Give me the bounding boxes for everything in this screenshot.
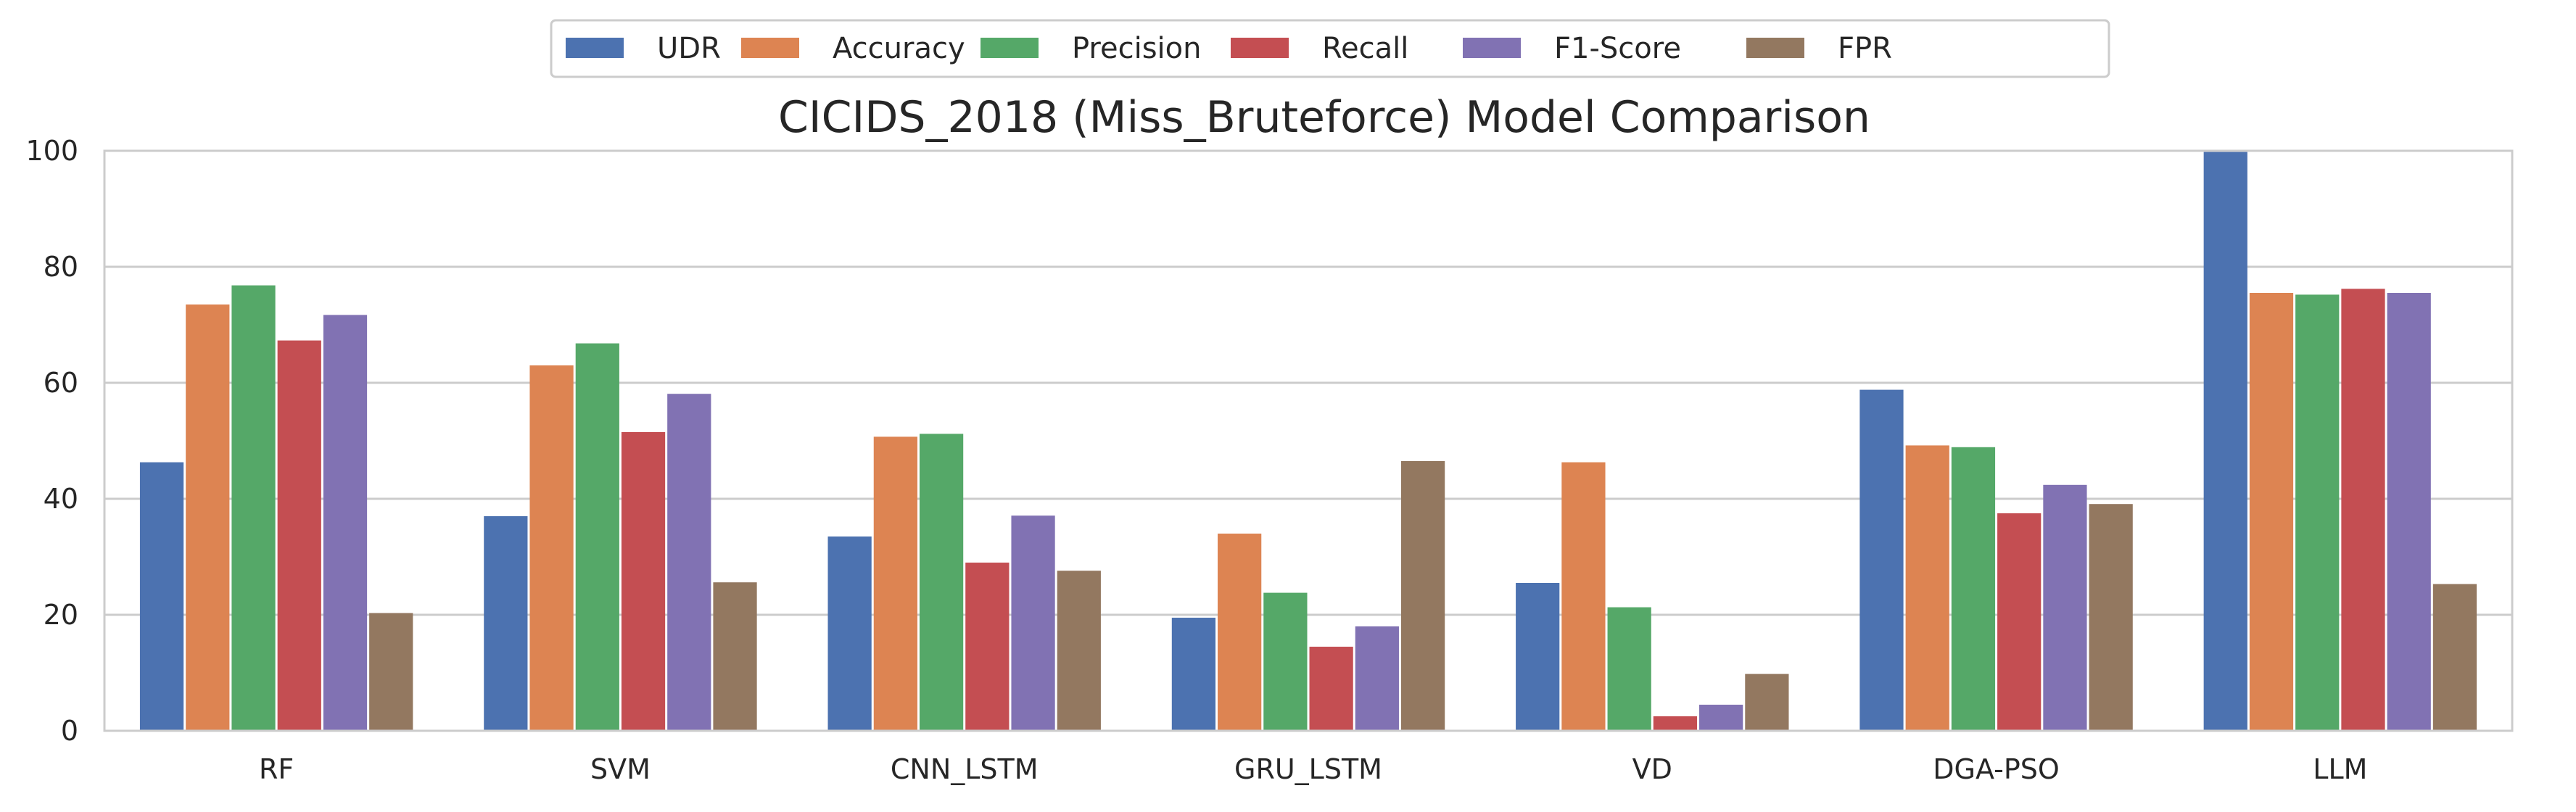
bar-recall-vd [1653, 716, 1698, 731]
x-tick-label: LLM [2313, 753, 2367, 785]
y-tick-label: 0 [61, 715, 78, 747]
y-tick-labels: 0 20 40 60 80 100 [25, 135, 78, 747]
x-tick-label: GRU_LSTM [1234, 753, 1382, 785]
x-tick-label: DGA-PSO [1933, 753, 2060, 785]
bar-precision-llm [2295, 294, 2340, 731]
bar-accuracy-svm [529, 365, 574, 731]
x-tick-label: VD [1632, 753, 1672, 785]
bar-fpr-gru_lstm [1400, 461, 1445, 731]
legend-label-f1-score: F1-Score [1554, 32, 1681, 65]
bar-precision-vd [1607, 607, 1651, 731]
bar-accuracy-rf [186, 304, 230, 731]
legend-box [550, 19, 2110, 78]
bar-accuracy-vd [1561, 462, 1606, 731]
bar-precision-rf [231, 285, 276, 732]
x-tick-label: CNN_LSTM [891, 753, 1039, 785]
legend-label-accuracy: Accuracy [833, 32, 965, 65]
legend-swatch-fpr [1746, 38, 1804, 58]
legend-label-fpr: FPR [1838, 32, 1892, 65]
y-tick-label: 40 [44, 483, 78, 515]
legend-label-recall: Recall [1322, 32, 1408, 65]
bar-precision-cnn_lstm [919, 434, 964, 731]
bar-recall-cnn_lstm [965, 563, 1010, 731]
bar-f1-score-llm [2387, 293, 2431, 731]
bar-udr-gru_lstm [1171, 618, 1216, 731]
legend-swatch-recall [1231, 38, 1289, 58]
bar-precision-dga-pso [1951, 447, 1996, 731]
legend-swatch-udr [566, 38, 624, 58]
bar-precision-gru_lstm [1263, 592, 1308, 731]
bar-f1-score-gru_lstm [1355, 626, 1399, 731]
y-tick-label: 60 [44, 367, 78, 399]
bar-recall-svm [621, 432, 666, 731]
bar-recall-llm [2341, 289, 2385, 731]
y-tick-label: 80 [44, 251, 78, 283]
bar-f1-score-rf [323, 315, 368, 731]
bar-f1-score-dga-pso [2043, 484, 2087, 731]
bar-udr-rf [139, 462, 184, 731]
x-tick-label: RF [259, 753, 294, 785]
bar-f1-score-svm [667, 394, 711, 731]
bar-precision-svm [575, 343, 619, 732]
legend-swatch-accuracy [741, 38, 799, 58]
bar-fpr-dga-pso [2089, 504, 2133, 731]
bar-accuracy-dga-pso [1905, 445, 1949, 731]
x-tick-labels: RF SVM CNN_LSTM GRU_LSTM VD DGA-PSO LLM [259, 753, 2367, 785]
bar-udr-dga-pso [1859, 389, 1904, 731]
bar-accuracy-cnn_lstm [873, 436, 917, 731]
bar-recall-dga-pso [1997, 513, 2042, 731]
bar-fpr-svm [713, 582, 757, 731]
legend-label-udr: UDR [657, 32, 721, 65]
bar-udr-cnn_lstm [827, 536, 872, 731]
bar-recall-rf [277, 340, 321, 732]
bar-recall-gru_lstm [1309, 647, 1353, 731]
bar-fpr-rf [369, 613, 413, 731]
bar-f1-score-cnn_lstm [1011, 515, 1055, 731]
bar-udr-svm [484, 516, 528, 731]
bar-fpr-cnn_lstm [1057, 571, 1101, 731]
plot-frame [103, 149, 2514, 732]
bar-fpr-vd [1745, 674, 1789, 731]
bar-f1-score-vd [1699, 705, 1743, 731]
legend-swatch-f1-score [1463, 38, 1521, 58]
legend-label-precision: Precision [1072, 32, 1201, 65]
bar-udr-llm [2203, 152, 2247, 732]
bar-accuracy-llm [2249, 293, 2294, 731]
chart-title: CICIDS_2018 (Miss_Bruteforce) Model Comp… [778, 92, 1870, 143]
gridlines [104, 149, 2512, 732]
y-tick-label: 20 [44, 599, 78, 631]
bar-udr-vd [1516, 583, 1560, 731]
bar-accuracy-gru_lstm [1218, 534, 1262, 731]
x-tick-label: SVM [590, 753, 651, 785]
legend: UDR Accuracy Precision Recall F1-Score FPR [550, 19, 2110, 78]
legend-swatch-precision [981, 38, 1039, 58]
bars [139, 152, 2477, 732]
bar-fpr-llm [2432, 584, 2477, 731]
y-tick-label: 100 [25, 135, 78, 167]
